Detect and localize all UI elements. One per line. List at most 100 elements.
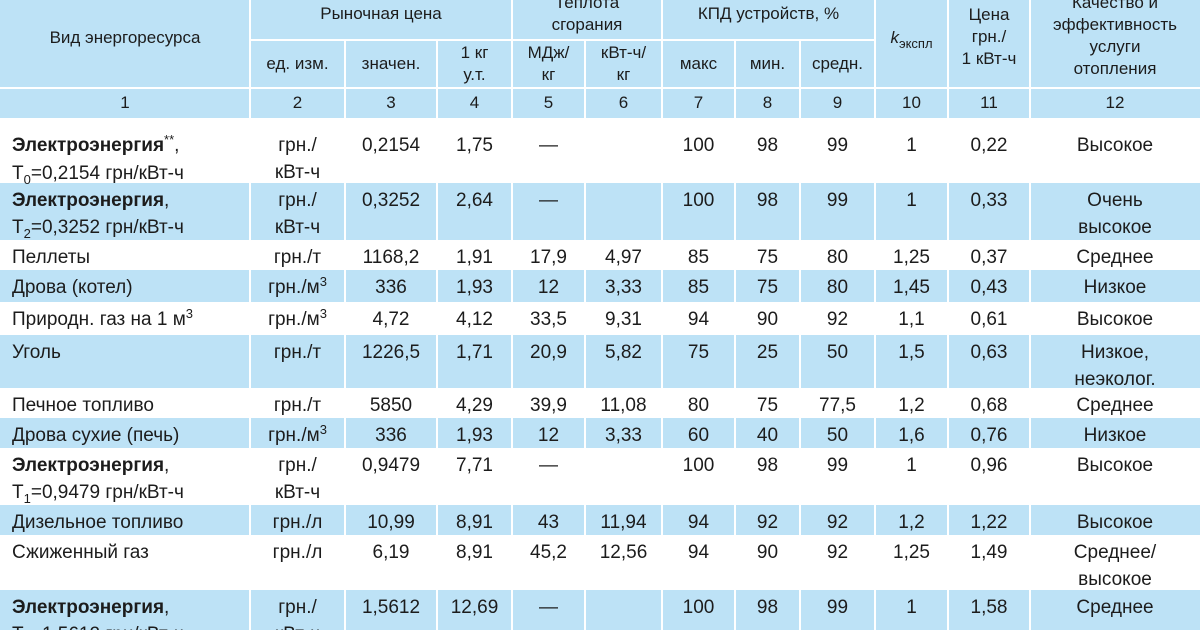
text-segment: — <box>539 597 558 618</box>
text-segment: Низкое, <box>1081 342 1149 363</box>
text-segment: 100 <box>682 455 715 476</box>
text-segment: Высокое <box>1076 135 1154 156</box>
text-line: 60 <box>688 422 709 449</box>
text-segment: Дрова сухие (печь) <box>12 425 180 446</box>
table-cell: 85 <box>662 240 735 270</box>
text-line: 1 <box>906 452 917 479</box>
text-segment: 90 <box>756 309 779 330</box>
text-segment: 4,97 <box>605 247 642 268</box>
text-segment: 1,5 <box>898 342 925 363</box>
text-segment: кВт-ч/ <box>600 43 647 62</box>
table-cell: 1,22 <box>948 505 1030 535</box>
header-cell: Цена грн./ 1 кВт-ч <box>948 0 1030 88</box>
header-cell: kэкспл <box>875 0 948 88</box>
table-cell: Среднее <box>1030 240 1200 270</box>
text-segment: 92 <box>826 542 849 563</box>
row-band <box>0 335 1200 388</box>
column-separator <box>511 0 513 630</box>
text-segment: 92 <box>756 512 779 533</box>
text-line: 1,71 <box>456 339 493 366</box>
table-cell: грн./ кВт-ч <box>250 448 345 505</box>
text-line: 5,82 <box>605 339 642 366</box>
table-cell: 33,5 <box>512 302 585 335</box>
table-cell: 92 <box>800 505 875 535</box>
text-segment: 20,9 <box>530 342 567 363</box>
text-segment: высокое <box>1078 217 1152 238</box>
text-line: 40 <box>757 422 778 449</box>
text-segment: кг <box>616 65 631 84</box>
column-separator <box>1029 0 1031 630</box>
table-cell: 4,29 <box>437 388 512 418</box>
column-separator <box>874 0 876 630</box>
text-segment: макс <box>679 54 718 73</box>
text-line: грн./л <box>273 509 323 536</box>
column-number: 7 <box>662 88 735 118</box>
text-segment: 9 <box>832 93 843 112</box>
text-segment: 0,76 <box>970 425 1008 446</box>
table-cell: Низкое, неэколог. <box>1030 335 1200 390</box>
table-cell: 1,5 <box>875 335 948 388</box>
text-segment: кВт-ч <box>275 624 320 630</box>
table-cell: Среднее <box>1030 388 1200 418</box>
text-line: 4,97 <box>605 244 642 271</box>
text-line: эффективность <box>1053 14 1177 36</box>
table-cell: 0,43 <box>948 270 1030 302</box>
text-line: грн./ <box>972 26 1007 48</box>
text-segment: Природн. газ на 1 м <box>12 309 186 330</box>
text-segment: 0,9479 <box>361 455 421 476</box>
text-segment: ** <box>164 132 175 147</box>
column-number: 9 <box>800 88 875 118</box>
subheader-cell: ед. изм. <box>250 40 345 88</box>
text-segment: 100 <box>682 597 715 618</box>
text-line: Высокое <box>1077 452 1153 479</box>
text-segment: =1,5612 грн/кВт-ч <box>31 624 184 630</box>
text-segment: 3,33 <box>605 425 642 446</box>
text-segment: 10 <box>902 93 921 112</box>
text-line: 43 <box>538 509 559 536</box>
text-line: 0,33 <box>971 187 1008 214</box>
text-line: 0,96 <box>971 452 1008 479</box>
header-separator <box>0 87 1200 89</box>
text-segment: Среднее <box>1076 247 1154 268</box>
text-segment: 4,29 <box>456 395 493 416</box>
text-segment: 99 <box>826 597 849 618</box>
table-cell: 1,25 <box>875 240 948 270</box>
text-segment: кВт-ч <box>274 162 321 183</box>
table-cell: — <box>512 590 585 630</box>
table-cell: 80 <box>800 270 875 302</box>
table-cell: 1,6 <box>875 418 948 448</box>
table-cell: 1 <box>875 128 948 183</box>
text-segment: Среднее <box>1076 395 1154 416</box>
text-line: 92 <box>827 306 848 333</box>
text-line: Среднее <box>1076 392 1153 419</box>
text-segment: Пеллеты <box>12 247 91 268</box>
row-band <box>0 505 1200 535</box>
subheader-cell: 1 кг у.т. <box>437 40 512 88</box>
table-cell: 77,5 <box>800 388 875 418</box>
text-segment: Т <box>12 163 24 184</box>
text-line: 0,37 <box>971 244 1008 271</box>
text-line: 6 <box>619 92 628 114</box>
text-line: 8 <box>763 92 772 114</box>
text-segment: 1 кг <box>460 43 489 62</box>
table-cell: 1,58 <box>948 590 1030 630</box>
text-line: 92 <box>827 509 848 536</box>
text-segment: 50 <box>826 342 849 363</box>
text-line: 75 <box>757 244 778 271</box>
table-cell: 7,71 <box>437 448 512 505</box>
table-cell: Печное топливо <box>0 388 250 418</box>
text-line: 1,58 <box>971 594 1008 621</box>
text-segment: 43 <box>537 512 560 533</box>
text-line: мин. <box>750 53 785 75</box>
text-segment: 1 <box>906 135 917 156</box>
text-segment: 1,49 <box>970 542 1008 563</box>
text-line: Электроэнергия, <box>12 187 169 214</box>
text-line: грн./ <box>278 187 317 214</box>
text-segment: Т <box>12 624 24 630</box>
table-cell: Пеллеты <box>0 240 250 270</box>
text-segment: 0 <box>23 172 31 187</box>
text-line: 1,93 <box>456 422 493 449</box>
text-line: 0,9479 <box>362 452 420 479</box>
table-cell: Низкое <box>1030 270 1200 302</box>
